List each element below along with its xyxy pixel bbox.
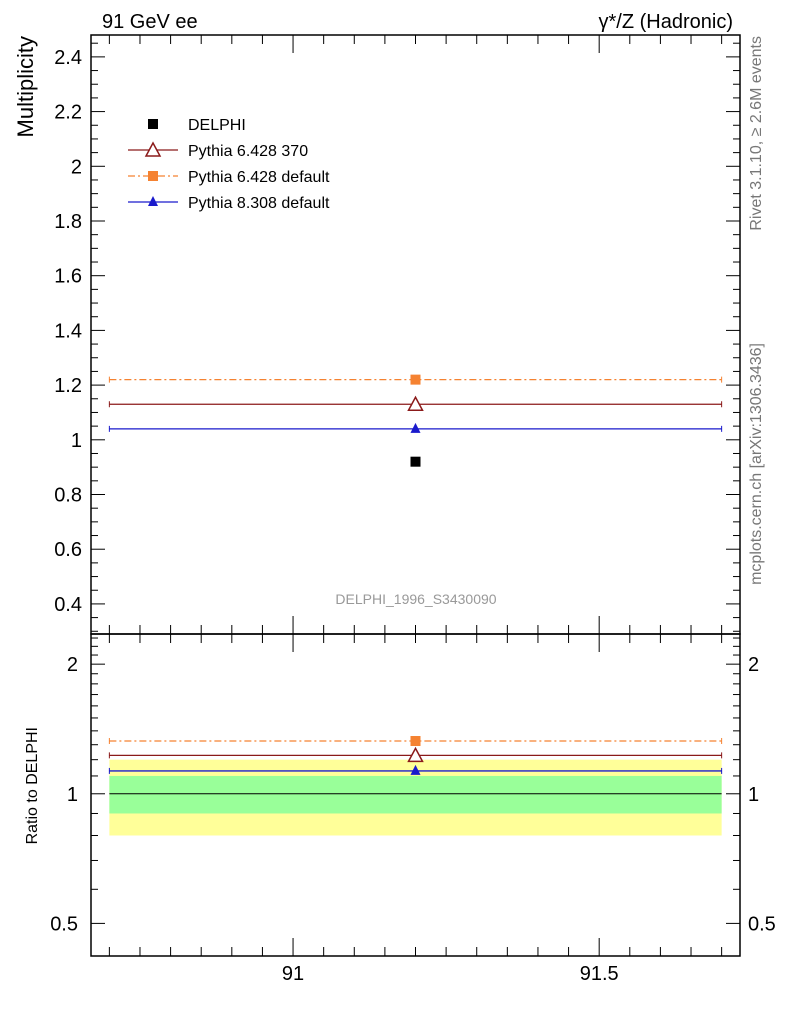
ratio-point-2	[410, 764, 421, 775]
main-y-axis-label: Multiplicity	[13, 36, 38, 137]
main-y-tick-label: 0.6	[54, 539, 82, 561]
ratio-point-1	[410, 736, 421, 747]
main-y-tick-label: 1	[71, 430, 82, 452]
data-point-1	[407, 395, 424, 411]
legend-label-1: Pythia 6.428 370	[188, 143, 308, 160]
legend-marker-2	[148, 171, 158, 181]
analysis-label: DELPHI_1996_S3430090	[335, 591, 496, 607]
main-y-tick-label: 2.4	[54, 47, 82, 69]
legend: DELPHI Pythia 6.428 370 Pythia 6.428 defau…	[128, 117, 330, 212]
ratio-y-tick-label-left: 1	[67, 784, 78, 806]
ratio-band-1	[109, 775, 722, 814]
data-point-0	[410, 456, 421, 467]
legend-label-3: Pythia 8.308 default	[188, 195, 330, 212]
x-tick-label: 91	[282, 963, 304, 985]
main-y-tick-label: 1.4	[54, 320, 82, 342]
legend-marker-1	[144, 141, 162, 157]
ratio-y-tick-label-right: 1	[748, 784, 759, 806]
main-y-tick-label: 1.8	[54, 211, 82, 233]
main-y-tick-label: 2.2	[54, 102, 82, 124]
ratio-y-tick-label-left: 2	[67, 654, 78, 676]
ratio-y-tick-label-right: 2	[748, 654, 759, 676]
main-y-tick-label: 0.4	[54, 594, 82, 616]
main-y-tick-label: 0.8	[54, 485, 82, 507]
x-tick-label: 91.5	[580, 963, 619, 985]
mcplots-info-text: mcplots.cern.ch [arXiv:1306.3436]	[748, 343, 765, 585]
ratio-y-tick-label-right: 0.5	[748, 913, 776, 935]
rivet-info-text: Rivet 3.1.10, ≥ 2.6M events	[748, 36, 765, 231]
data-point-3	[410, 422, 421, 433]
legend-label-0: DELPHI	[188, 117, 246, 134]
left-title: 91 GeV ee	[102, 11, 198, 33]
legend-marker-3	[148, 196, 158, 206]
data-point-2	[410, 374, 421, 385]
main-y-tick-label: 1.2	[54, 375, 82, 397]
main-y-tick-label: 1.6	[54, 266, 82, 288]
legend-marker-0	[148, 119, 158, 129]
legend-label-2: Pythia 6.428 default	[188, 169, 330, 186]
right-title: γ*/Z (Hadronic)	[599, 11, 733, 33]
ratio-y-axis-label: Ratio to DELPHI	[24, 727, 41, 844]
axis-ticks: 0.4 0.6 0.8 1 1.2 1.4 1.6 1.8 2 2.2 2.4 91 91.5 0.5 0.…	[50, 35, 776, 985]
ratio-y-tick-label-left: 0.5	[50, 913, 78, 935]
ratio-point-0	[407, 746, 424, 763]
chart-marks	[108, 374, 723, 795]
main-y-tick-label: 2	[71, 156, 82, 178]
